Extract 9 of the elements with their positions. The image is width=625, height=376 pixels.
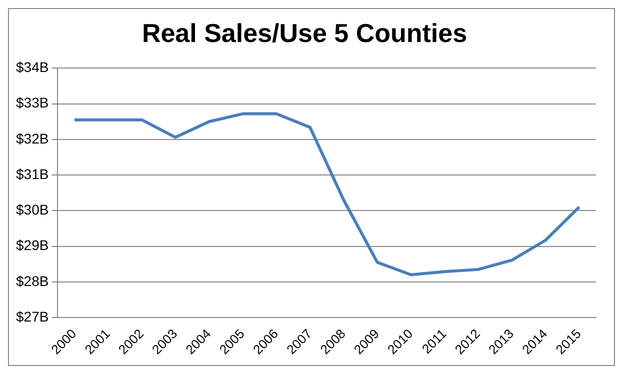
y-tick-label: $34B xyxy=(16,59,49,76)
y-tick-label: $28B xyxy=(16,272,49,289)
y-tick-label: $31B xyxy=(16,166,49,182)
y-tick-label: $29B xyxy=(16,237,49,254)
y-tick-label: $33B xyxy=(16,94,49,111)
y-tick-label: $32B xyxy=(16,130,49,146)
chart-title: Real Sales/Use 5 Counties xyxy=(142,18,468,48)
y-tick-label: $30B xyxy=(16,202,49,218)
y-tick-label: $27B xyxy=(16,308,49,324)
